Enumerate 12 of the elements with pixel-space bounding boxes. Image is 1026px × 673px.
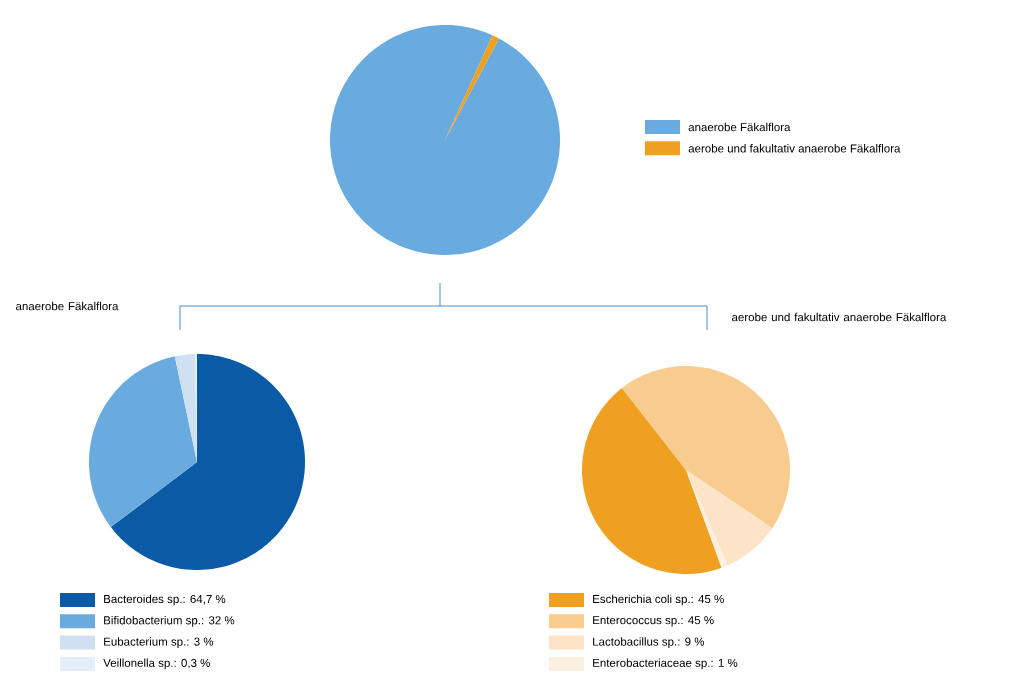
legend-label: Enterococcus sp.: 45 % — [593, 616, 714, 627]
legend-label: aerobe und fakultativ anaerobe Fäkalflora — [688, 144, 901, 153]
legend-label: anaerobe Fäkalflora — [688, 122, 791, 132]
legend-label: Eubacterium sp.: 3 % — [104, 637, 214, 648]
chart-title: anaerobe Fäkalflora — [16, 301, 119, 311]
legend-label: Lactobacillus sp.: 9 % — [593, 637, 705, 648]
legend-label: Veillonella sp.: 0,3 % — [103, 658, 210, 670]
legend-label: Escherichia coli sp.: 45 % — [593, 594, 724, 606]
legend-label: Bacteroides sp.: 64,7 % — [104, 594, 226, 606]
text: aerobe und fakultativ anaerobe Fäkalflora — [732, 312, 947, 322]
legend-label: Bifidobacterium sp.: 32 % — [104, 615, 235, 627]
legend-label: Enterobacteriaceae sp.: 1 % — [593, 658, 738, 670]
